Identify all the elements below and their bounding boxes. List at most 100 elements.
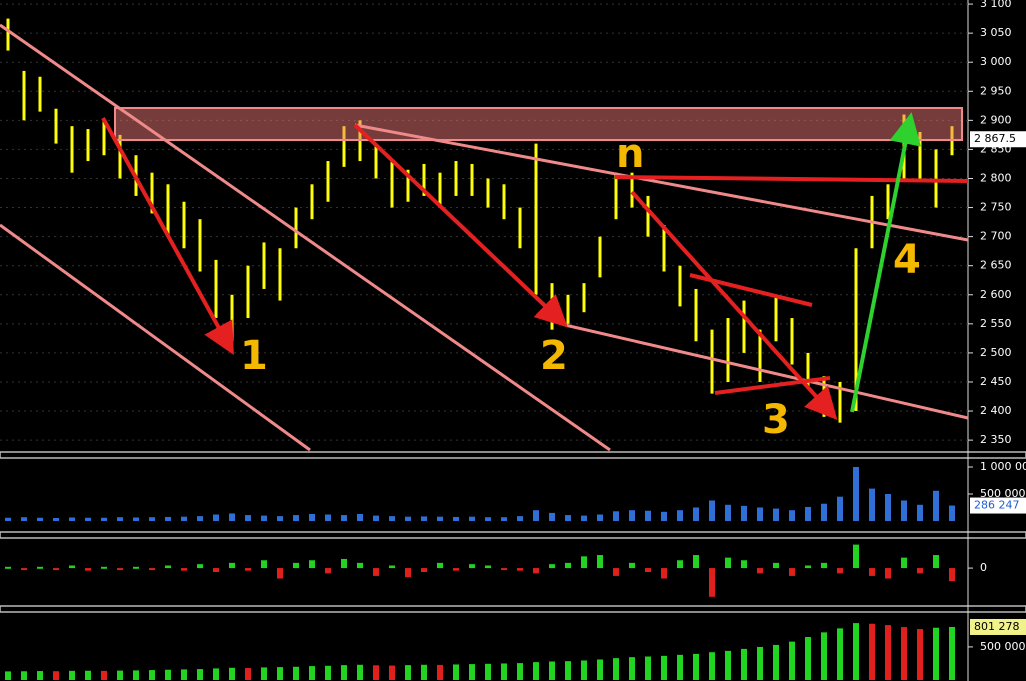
volume-bar [917,504,923,521]
oscillator-bar [453,568,459,571]
indicator-bar [437,664,443,680]
oscillator-bar [133,566,139,569]
oscillator-bar [181,568,187,571]
indicator-bar [549,661,555,680]
indicator-bar [117,670,123,680]
indicator-bar [885,625,891,680]
oscillator-bar [645,568,651,572]
oscillator-bar [629,562,635,569]
indicator-bar [629,657,635,680]
volume-bar [789,510,795,521]
volume-bar [517,516,523,521]
volume-bar [373,515,379,521]
volume-bar [533,510,539,521]
volume-bar [117,517,123,521]
indicator-bar [181,669,187,680]
oscillator-bar [933,555,939,569]
oscillator-bar [405,568,411,578]
last-value-label: 286 247 [974,499,1020,512]
arrow [850,112,922,413]
volume-bar [469,516,475,521]
volume-bar [325,514,331,521]
indicator-bar [53,671,59,680]
resistance-zone [114,107,963,141]
indicator-bar [693,653,699,680]
indicator-bar [69,670,75,680]
y-tick-label: 2 350 [980,433,1012,446]
volume-bar [437,516,443,521]
volume-bar [69,517,75,521]
volume-bar [549,512,555,521]
red-lines [101,117,969,420]
y-tick-label: 2 500 [980,346,1012,359]
indicator-bar [229,667,235,680]
indicator-bar [581,660,587,680]
volume-bar [229,513,235,521]
indicator-bar [213,668,219,680]
oscillator-bar [373,568,379,576]
indicator-bar [741,648,747,680]
indicator-bar [101,670,107,680]
indicator-bar [357,664,363,680]
oscillator-bar [85,568,91,571]
oscillator-bar [261,560,267,569]
volume-bar [53,518,59,521]
oscillator-bar [709,568,715,597]
indicator-bar [517,663,523,680]
volume-bar [21,517,27,521]
indicator-bar [789,641,795,680]
last-value-box [970,131,1026,148]
oscillator-bar [53,568,59,571]
indicator-bar [645,656,651,680]
oscillator-bar [869,568,875,576]
volume-bar [293,515,299,521]
y-tick-label: 2 650 [980,259,1012,272]
volume-bar [629,510,635,521]
volume-bar [261,515,267,521]
indicator-bar [709,652,715,680]
oscillator-bar [229,562,235,569]
indicator-bar [245,668,251,680]
oscillator-bar [853,544,859,569]
indicator-bar [837,628,843,680]
indicator-bar [533,662,539,680]
indicator-bar [917,629,923,680]
indicator-bar [21,671,27,680]
oscillator-bar [21,568,27,571]
oscillator-bar [565,562,571,569]
y-tick-label: 2 600 [980,288,1012,301]
oscillator-bar [437,562,443,569]
volume-bar [773,508,779,521]
oscillator-bar [949,568,955,582]
indicator-bar [149,670,155,680]
volume-bar [757,507,763,521]
volume-bar [741,505,747,521]
indicator-bar [293,666,299,680]
y-tick-label: 500 000 [980,487,1026,500]
indicator-bar [597,659,603,680]
oscillator-bar [741,560,747,569]
oscillator-bar [421,568,427,572]
oscillator-bar [357,562,363,569]
oscillator-bar [581,556,587,569]
volume-bar [85,517,91,521]
y-tick-label: 2 950 [980,84,1012,97]
oscillator-bar [325,568,331,574]
indicator-bar [805,636,811,680]
volume-bar [869,488,875,521]
y-tick-label: 2 450 [980,375,1012,388]
volume-bar [5,517,11,521]
oscillator-bar [613,568,619,576]
oscillator-bar [293,562,299,569]
oscillator-bar [773,562,779,569]
y-tick-label: 2 900 [980,113,1012,126]
indicator-bar [405,665,411,680]
y-tick-label: 3 050 [980,26,1012,39]
volume-bar [597,514,603,521]
oscillator-bar [885,568,891,579]
volume-bar [165,516,171,521]
volume-bar [37,517,43,521]
